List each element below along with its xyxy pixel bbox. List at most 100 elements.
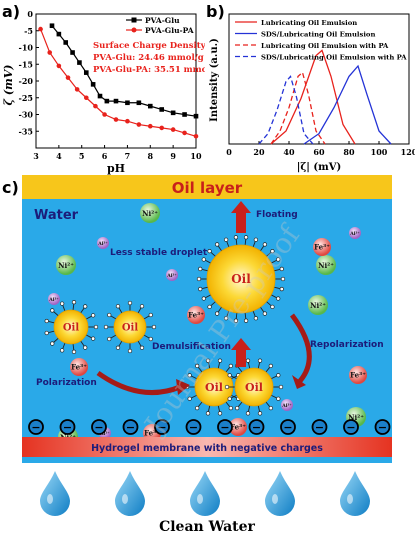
- ni-ion: Ni²⁺: [308, 295, 328, 315]
- a-point: [104, 98, 110, 104]
- chart-b-xlabel: |ζ| (mV): [297, 162, 341, 173]
- b-xtick-label: 60: [313, 147, 325, 157]
- a-point: [56, 31, 62, 37]
- a-point: [170, 110, 176, 116]
- a-point: [113, 117, 119, 122]
- b-series-line: [270, 71, 326, 145]
- water-drop: [115, 471, 145, 516]
- a-point: [182, 130, 187, 136]
- negative-sign: −: [220, 421, 229, 434]
- fe-ion: Fe³⁺: [229, 418, 247, 436]
- ni-ion-label: Ni²⁺: [142, 209, 158, 218]
- oil-label: Oil: [205, 381, 223, 394]
- fe-ion: Fe³⁺: [349, 366, 367, 384]
- ni-ion-label: Ni²⁺: [58, 261, 74, 270]
- a-xtick-label: 10: [190, 151, 202, 161]
- a-point: [77, 60, 82, 65]
- b-legend-entry: Lubricating Oil Emulsion with PA: [261, 42, 389, 50]
- demulsification-label: Demulsification: [152, 342, 231, 352]
- a-ytick-label: -30: [19, 110, 34, 120]
- ni-ion-label: Ni²⁺: [348, 413, 364, 422]
- a-point: [125, 100, 130, 106]
- fe-ion-label: Fe³⁺: [144, 429, 160, 438]
- annotation-title: Surface Charge Density: [93, 41, 205, 51]
- oil-layer: [22, 175, 392, 199]
- a-ytick-label: -25: [19, 93, 33, 103]
- al-ion-label: Al³⁺: [48, 297, 59, 303]
- water-drop: [265, 471, 295, 516]
- oil-label: Oil: [231, 272, 251, 286]
- a-point: [159, 107, 165, 112]
- a-ytick-label: -15: [19, 59, 33, 69]
- b-series-line: [303, 64, 392, 145]
- b-xtick-label: 20: [253, 147, 265, 157]
- repolarization-label: Repolarization: [310, 340, 384, 350]
- negative-charge: −: [91, 419, 107, 435]
- negative-charge: −: [122, 419, 139, 435]
- a-series-line: [40, 28, 197, 137]
- negative-sign: −: [63, 421, 72, 434]
- hydrogel-membrane: [22, 437, 392, 457]
- less-stable-label: Less stable droplet: [110, 248, 208, 258]
- b-xtick-label: 120: [401, 147, 415, 157]
- al-ion: Al³⁺: [166, 269, 178, 281]
- fe-ion: Fe³⁺: [70, 358, 88, 376]
- polarization-arrow: [96, 370, 181, 395]
- negative-charge: −: [28, 419, 44, 435]
- chart-b-ylabel: Intensity (a.u.): [209, 38, 220, 122]
- a-point: [83, 95, 89, 101]
- a-ytick-label: -35: [19, 126, 33, 136]
- chart-a-xlabel: pH: [107, 162, 125, 175]
- a-point: [136, 122, 142, 127]
- a-point: [70, 50, 75, 55]
- oil-layer-label: Oil layer: [172, 179, 243, 197]
- negative-sign: −: [283, 421, 292, 434]
- negative-sign: −: [315, 421, 324, 434]
- a-point: [170, 127, 176, 132]
- a-point: [83, 70, 89, 75]
- a-ytick-label: -10: [19, 43, 34, 53]
- water-drop: [40, 471, 70, 516]
- b-legend-entry: SDS/Lubricating Oil Emulsion with PA: [261, 54, 407, 62]
- negative-charge: −: [185, 419, 202, 435]
- b-legend-entry: Lubricating Oil Emulsion: [261, 19, 357, 27]
- oil-label: Oil: [63, 323, 80, 334]
- floating-label: Floating: [256, 210, 298, 220]
- ni-ion: Ni²⁺: [140, 203, 160, 223]
- negative-charge: −: [248, 419, 265, 435]
- a-xtick-label: 7: [125, 151, 131, 161]
- chart-a: 3 4 5 6 7 8 9 10 0 -5 -10 -15 -20 -25 -30 -35 ζ (mV) pH…: [2, 9, 205, 175]
- panel-label-b: b): [206, 2, 225, 21]
- a-point: [38, 26, 43, 32]
- small-oil-droplet: Oil: [103, 300, 157, 354]
- a-xtick-label: 6: [102, 151, 108, 161]
- diagram-c: Oil layer Water Floating Less stable dro…: [22, 175, 392, 535]
- negative-charge: −: [374, 419, 391, 435]
- a-point: [159, 125, 165, 131]
- negative-sign: −: [189, 421, 198, 434]
- al-ion: Al³⁺: [281, 399, 293, 411]
- a-point: [113, 98, 119, 104]
- fe-ion-label: Fe³⁺: [188, 311, 204, 320]
- merging-oil-droplet: Oil: [224, 358, 284, 416]
- al-ion: Al³⁺: [349, 227, 361, 239]
- a-point: [125, 118, 130, 124]
- b-series-line: [270, 49, 356, 145]
- floating-arrow: [231, 201, 251, 233]
- negative-charge: −: [280, 419, 296, 435]
- polarization-label: Polarization: [36, 378, 97, 388]
- legend-pva-glu-pa: PVA-Glu-PA: [145, 26, 194, 35]
- a-point: [147, 123, 153, 129]
- a-point: [49, 23, 55, 29]
- a-point: [102, 112, 107, 117]
- a-xtick-label: 9: [170, 151, 176, 161]
- merging-oil-droplet: Oil: [184, 358, 244, 416]
- ni-ion: Ni²⁺: [316, 255, 336, 275]
- b-legend-entry: SDS/Lubricating Oil Emulsion: [261, 31, 375, 39]
- a-point: [182, 112, 187, 117]
- a-point: [63, 40, 69, 45]
- a-ytick-label: -20: [19, 76, 34, 86]
- b-xtick-label: 0: [226, 147, 232, 157]
- al-ion-label: Al³⁺: [99, 431, 110, 437]
- negative-charge: −: [154, 419, 170, 435]
